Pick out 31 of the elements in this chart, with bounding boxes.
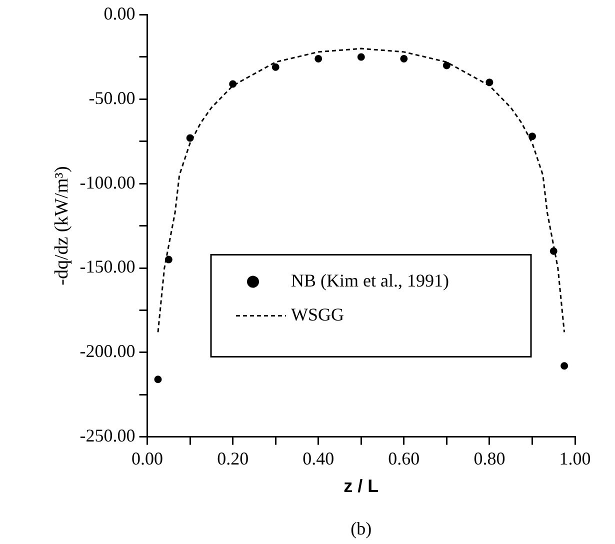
point — [272, 63, 280, 71]
point — [357, 53, 365, 61]
y-tick-label: -250.00 — [80, 426, 136, 446]
legend-label: WSGG — [291, 304, 344, 325]
line-series — [157, 48, 566, 333]
point — [154, 376, 162, 384]
point — [186, 134, 194, 142]
text: (b) — [350, 518, 372, 539]
point — [229, 80, 237, 88]
point — [164, 256, 172, 264]
point — [550, 247, 558, 255]
y-tick-label: 0.00 — [104, 4, 136, 24]
point — [528, 132, 536, 140]
y-tick-label: -200.00 — [80, 341, 136, 362]
x-tick-label: 0.20 — [217, 448, 249, 468]
y-tick-label: -150.00 — [80, 256, 136, 277]
x-tick-label: 0.60 — [388, 448, 420, 468]
legend-label: NB (Kim et al., 1991) — [291, 270, 449, 291]
x-tick-label: 0.80 — [474, 448, 506, 468]
point — [400, 54, 408, 62]
y-axis-title: -dq/dz (kW/m³) — [51, 166, 72, 286]
x-tick-label: 0.40 — [302, 448, 334, 468]
y-tick-label: -50.00 — [88, 88, 136, 108]
point — [486, 78, 494, 86]
y-tick-label: -100.00 — [80, 172, 136, 192]
point — [314, 54, 322, 62]
point — [442, 62, 450, 70]
point — [560, 362, 568, 370]
x-tick-label: 1.00 — [559, 448, 591, 468]
x-axis-title: z / L — [344, 476, 379, 496]
x-tick-label: 0.00 — [132, 448, 164, 468]
